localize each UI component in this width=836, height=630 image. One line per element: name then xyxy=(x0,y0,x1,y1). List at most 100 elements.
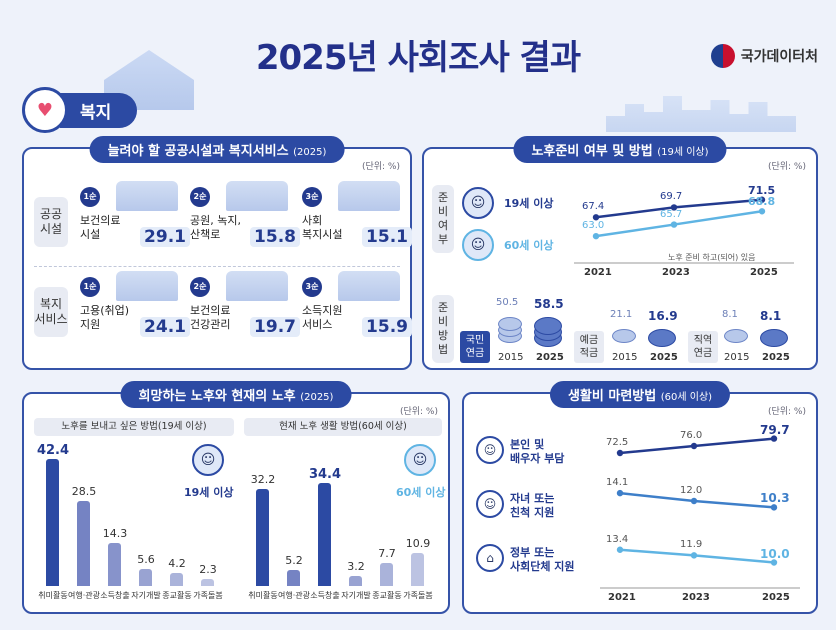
hoped-vs-current-title-text: 희망하는 노후와 현재의 노후 xyxy=(138,389,296,404)
facility-label-line: 고용(취업) xyxy=(80,304,130,317)
bar xyxy=(256,489,269,586)
coin-stack xyxy=(534,317,562,335)
page-title: 2025년 사회조사 결과 xyxy=(255,38,581,78)
rank-badge: 3순위 xyxy=(302,277,322,311)
side-label-char: 부 xyxy=(437,233,449,246)
source-label: 본인 및 배우자 부담 xyxy=(510,438,564,466)
age-tag-60: 60세 이상 xyxy=(396,486,446,499)
bar xyxy=(318,482,331,586)
x-tick-label: 2025 xyxy=(650,352,678,363)
x-tick-label: 2015 xyxy=(612,352,638,363)
hoped-vs-current-year: (2025) xyxy=(300,392,334,403)
row-label-line: 시설 xyxy=(39,222,63,236)
bar xyxy=(287,570,300,586)
retirement-prep-title-text: 노후준비 여부 및 방법 xyxy=(531,144,653,159)
data-point xyxy=(770,504,778,511)
side-label-char: 준 xyxy=(437,191,449,204)
facility-label-line: 공원, 녹지, xyxy=(190,214,241,227)
bar-value-label: 2.3 xyxy=(199,563,217,577)
facility-label: 고용(취업) 지원 xyxy=(80,304,129,332)
facility-item: 3순위 사회 복지시설 15.1 xyxy=(302,181,412,267)
age-tag-19: 19세 이상 xyxy=(184,486,234,499)
source-label-line: 자녀 또는 xyxy=(510,492,555,505)
data-point xyxy=(670,204,678,211)
x-tick-label: 2023 xyxy=(682,592,710,603)
public-facilities-title: 늘려야 할 공공시설과 복지서비스 (2025) xyxy=(89,136,345,163)
x-tick-label: 2025 xyxy=(762,592,790,603)
bar-category-label: 소득창출 xyxy=(310,591,340,600)
unit-label: (단위: %) xyxy=(767,407,806,417)
public-facilities-title-text: 늘려야 할 공공시설과 복지서비스 xyxy=(107,144,289,159)
facility-value: 24.1 xyxy=(140,317,190,337)
data-point xyxy=(770,435,778,442)
facility-value: 29.1 xyxy=(140,227,190,247)
data-point xyxy=(758,208,766,215)
bar xyxy=(77,500,90,586)
facility-item: 1순위 보건의료 시설 29.1 xyxy=(80,181,190,267)
living-costs-line-chart xyxy=(600,435,800,589)
x-tick-label: 2025 xyxy=(536,352,564,363)
source-label-line: 정부 또는 xyxy=(510,546,555,559)
facility-item: 2순위 보건의료 건강관리 19.7 xyxy=(190,271,300,357)
pension-label-line: 연금 xyxy=(465,348,485,359)
prep-line-chart xyxy=(574,196,794,264)
bar-category-label: 가족돌봄 xyxy=(403,591,433,600)
data-point xyxy=(616,449,624,457)
data-point xyxy=(690,497,698,505)
bar-category-label: 종교활동 xyxy=(372,591,402,600)
x-tick-label: 2025 xyxy=(762,352,790,363)
rank-badge: 1순위 xyxy=(80,277,100,311)
x-tick-label: 2015 xyxy=(724,352,750,363)
row-divider xyxy=(34,266,400,267)
data-label: 10.3 xyxy=(760,491,790,506)
row-label-line: 복지 xyxy=(39,297,63,311)
bar-value-label: 10.9 xyxy=(405,537,431,551)
data-label: 76.0 xyxy=(680,430,703,441)
couple-icon: ☺ xyxy=(476,436,504,464)
x-tick-label: 2021 xyxy=(584,267,612,278)
side-label-char: 비 xyxy=(437,315,449,328)
source-label: 정부 또는 사회단체 지원 xyxy=(510,546,575,574)
coin-stack xyxy=(648,329,676,347)
living-costs-title-text: 생활비 마련방법 xyxy=(567,389,657,404)
retirement-prep-title: 노후준비 여부 및 방법 (19세 이상) xyxy=(513,136,727,163)
data-point xyxy=(758,196,766,203)
data-label: 13.4 xyxy=(606,533,629,545)
facility-label-line: 복지시설 xyxy=(302,228,343,241)
facility-item: 1순위 고용(취업) 지원 24.1 xyxy=(80,271,190,357)
series-label-19: 19세 이상 xyxy=(504,197,554,210)
data-label: 63.0 xyxy=(582,220,605,232)
x-tick-label: 2015 xyxy=(498,352,524,363)
bar-value-label: 28.5 xyxy=(71,484,97,498)
facility-item: 3순위 소득지원 서비스 15.9 xyxy=(302,271,412,357)
data-label: 68.8 xyxy=(748,195,776,209)
data-label: 71.5 xyxy=(748,183,776,197)
family-icon: ☺ xyxy=(476,490,504,518)
facility-label-line: 산책로 xyxy=(190,228,221,241)
bar-value-label: 5.2 xyxy=(285,554,303,568)
facility-label-line: 소득지원 xyxy=(302,304,343,317)
pension-label-line: 직역 xyxy=(693,335,713,346)
data-label: 12.0 xyxy=(680,485,703,496)
adult-avatar-icon: ☺ xyxy=(462,187,494,219)
unit-label: (단위: %) xyxy=(361,162,400,172)
bar-value-label: 42.4 xyxy=(36,442,70,458)
side-label-char: 비 xyxy=(437,205,449,218)
pension-label-line: 예금 xyxy=(579,335,599,346)
category-label: 복지 xyxy=(60,92,138,128)
facility-label-line: 건강관리 xyxy=(190,318,231,331)
hoped-vs-current-title: 희망하는 노후와 현재의 노후 (2025) xyxy=(120,381,352,408)
agency-name: 국가데이터처 xyxy=(740,49,818,65)
rank-badge: 2순위 xyxy=(190,187,210,221)
senior-avatar-icon: ☺ xyxy=(462,229,494,261)
public-facilities-panel: 늘려야 할 공공시설과 복지서비스 (2025) (단위: %) 공공 시설 1순위… xyxy=(22,136,412,370)
living-costs-panel: 생활비 마련방법 (60세 이상) (단위: %) ☺ ☺ ⌂ 본인 및 배우자 … xyxy=(462,381,818,614)
city-illustration xyxy=(606,96,796,132)
bar-category-label: 종교활동 xyxy=(162,591,192,600)
data-label: 72.5 xyxy=(606,437,629,448)
facility-label-line: 서비스 xyxy=(302,318,333,331)
source-label-line: 친척 지원 xyxy=(510,506,555,519)
facility-label-line: 사회 xyxy=(302,214,323,227)
